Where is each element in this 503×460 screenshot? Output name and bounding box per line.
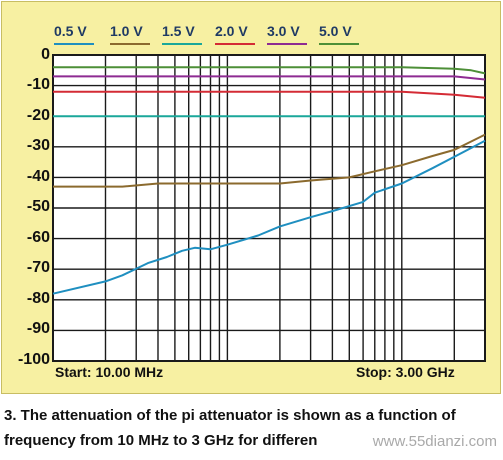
legend-swatch-5-0v [319, 43, 359, 45]
legend-label-0-5v: 0.5 V [54, 23, 87, 39]
y-tick-label: -70 [26, 259, 50, 276]
legend-label-1-0v: 1.0 V [110, 23, 143, 39]
x-start-label: Start: 10.00 MHz [55, 364, 164, 380]
y-tick-label: -100 [17, 351, 50, 368]
y-tick-label: -50 [26, 198, 50, 215]
caption-line-2: frequency from 10 MHz to 3 GHz for diffe… [4, 432, 318, 449]
legend-label-1-5v: 1.5 V [162, 23, 195, 39]
legend-swatch-2-0v [215, 43, 255, 45]
legend-label-3-0v: 3.0 V [267, 23, 300, 39]
legend-label-2-0v: 2.0 V [215, 23, 248, 39]
legend-label-5-0v: 5.0 V [319, 23, 352, 39]
legend-swatch-3-0v [267, 43, 307, 45]
legend-swatch-0-5v [54, 43, 94, 45]
y-tick-label: -20 [26, 107, 50, 124]
series-line-2-0-v [53, 90, 486, 99]
y-tick-label: -60 [26, 229, 50, 246]
y-tick-label: -10 [26, 76, 50, 93]
series-line-3-0-v [53, 75, 486, 81]
series-lines [52, 66, 486, 295]
y-tick-label: -30 [26, 137, 50, 154]
y-tick-label: -90 [26, 320, 50, 337]
y-tick-label: 0 [41, 46, 50, 63]
series-line-1-0-v [53, 133, 486, 188]
legend-swatch-1-5v [162, 43, 202, 45]
series-line-0-5-v [52, 139, 486, 295]
grid-lines [53, 55, 485, 361]
y-tick-label: -40 [26, 168, 50, 185]
legend-swatch-1-0v [110, 43, 150, 45]
series-line-5-0-v [53, 66, 486, 75]
x-stop-label: Stop: 3.00 GHz [356, 364, 455, 380]
watermark: www.55dianzi.com [372, 433, 497, 450]
caption-line-1: 3. The attenuation of the pi attenuator … [4, 407, 456, 424]
y-tick-label: -80 [26, 290, 50, 307]
